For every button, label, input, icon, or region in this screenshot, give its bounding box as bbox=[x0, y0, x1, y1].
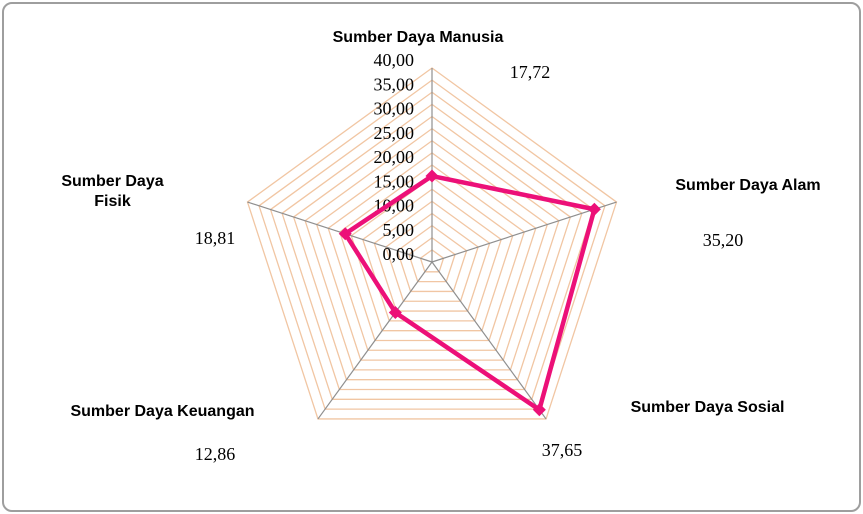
grid-ring bbox=[396, 224, 468, 293]
value-label-keuangan: 12,86 bbox=[194, 444, 236, 464]
value-label-alam: 35,20 bbox=[702, 230, 744, 250]
axis-label-sumber-daya-keuangan: Sumber Daya Keuangan bbox=[70, 403, 255, 420]
axis-line bbox=[317, 261, 433, 420]
radial-tick-label: 35,00 bbox=[374, 74, 415, 94]
value-label-manusia: 17,72 bbox=[509, 62, 551, 82]
radial-tick-label: 15,00 bbox=[374, 171, 415, 191]
grid-ring bbox=[327, 152, 537, 351]
data-marker bbox=[338, 227, 352, 241]
radial-tick-label: 0,00 bbox=[383, 244, 415, 264]
data-marker bbox=[587, 202, 601, 216]
axis-line bbox=[431, 201, 617, 263]
grid-ring bbox=[246, 67, 618, 420]
axis-line bbox=[247, 201, 433, 263]
grid-ring bbox=[315, 139, 549, 361]
data-marker bbox=[532, 403, 546, 417]
grid-ring bbox=[362, 188, 502, 322]
axis-label-sumber-daya-fisik: Sumber Daya Fisik bbox=[61, 173, 164, 210]
value-label-fisik: 18,81 bbox=[194, 228, 236, 248]
grid-ring bbox=[269, 91, 595, 400]
axis-label-sumber-daya-manusia: Sumber Daya Manusia bbox=[332, 29, 504, 46]
grid-ring bbox=[419, 249, 445, 273]
axis-label-sumber-daya-sosial: Sumber Daya Sosial bbox=[630, 399, 785, 416]
radial-tick-label: 30,00 bbox=[374, 99, 415, 119]
data-polygon bbox=[342, 173, 597, 412]
grid-ring bbox=[258, 79, 606, 410]
grid-ring bbox=[373, 200, 491, 312]
data-marker bbox=[388, 305, 402, 319]
radial-tick-label: 25,00 bbox=[374, 123, 415, 143]
grid-ring bbox=[281, 103, 583, 391]
grid-ring bbox=[350, 176, 514, 332]
value-label-sosial: 37,65 bbox=[541, 440, 583, 460]
grid-ring bbox=[408, 236, 456, 283]
radial-tick-label: 5,00 bbox=[383, 220, 415, 240]
grid-ring bbox=[385, 212, 479, 302]
axis-line bbox=[431, 261, 547, 420]
grid-ring bbox=[304, 127, 560, 371]
data-marker bbox=[425, 169, 439, 183]
grid-ring bbox=[338, 164, 526, 342]
axis-label-sumber-daya-alam: Sumber Daya Alam bbox=[675, 177, 821, 194]
radial-tick-label: 40,00 bbox=[374, 50, 415, 70]
radial-tick-label: 20,00 bbox=[374, 147, 415, 167]
